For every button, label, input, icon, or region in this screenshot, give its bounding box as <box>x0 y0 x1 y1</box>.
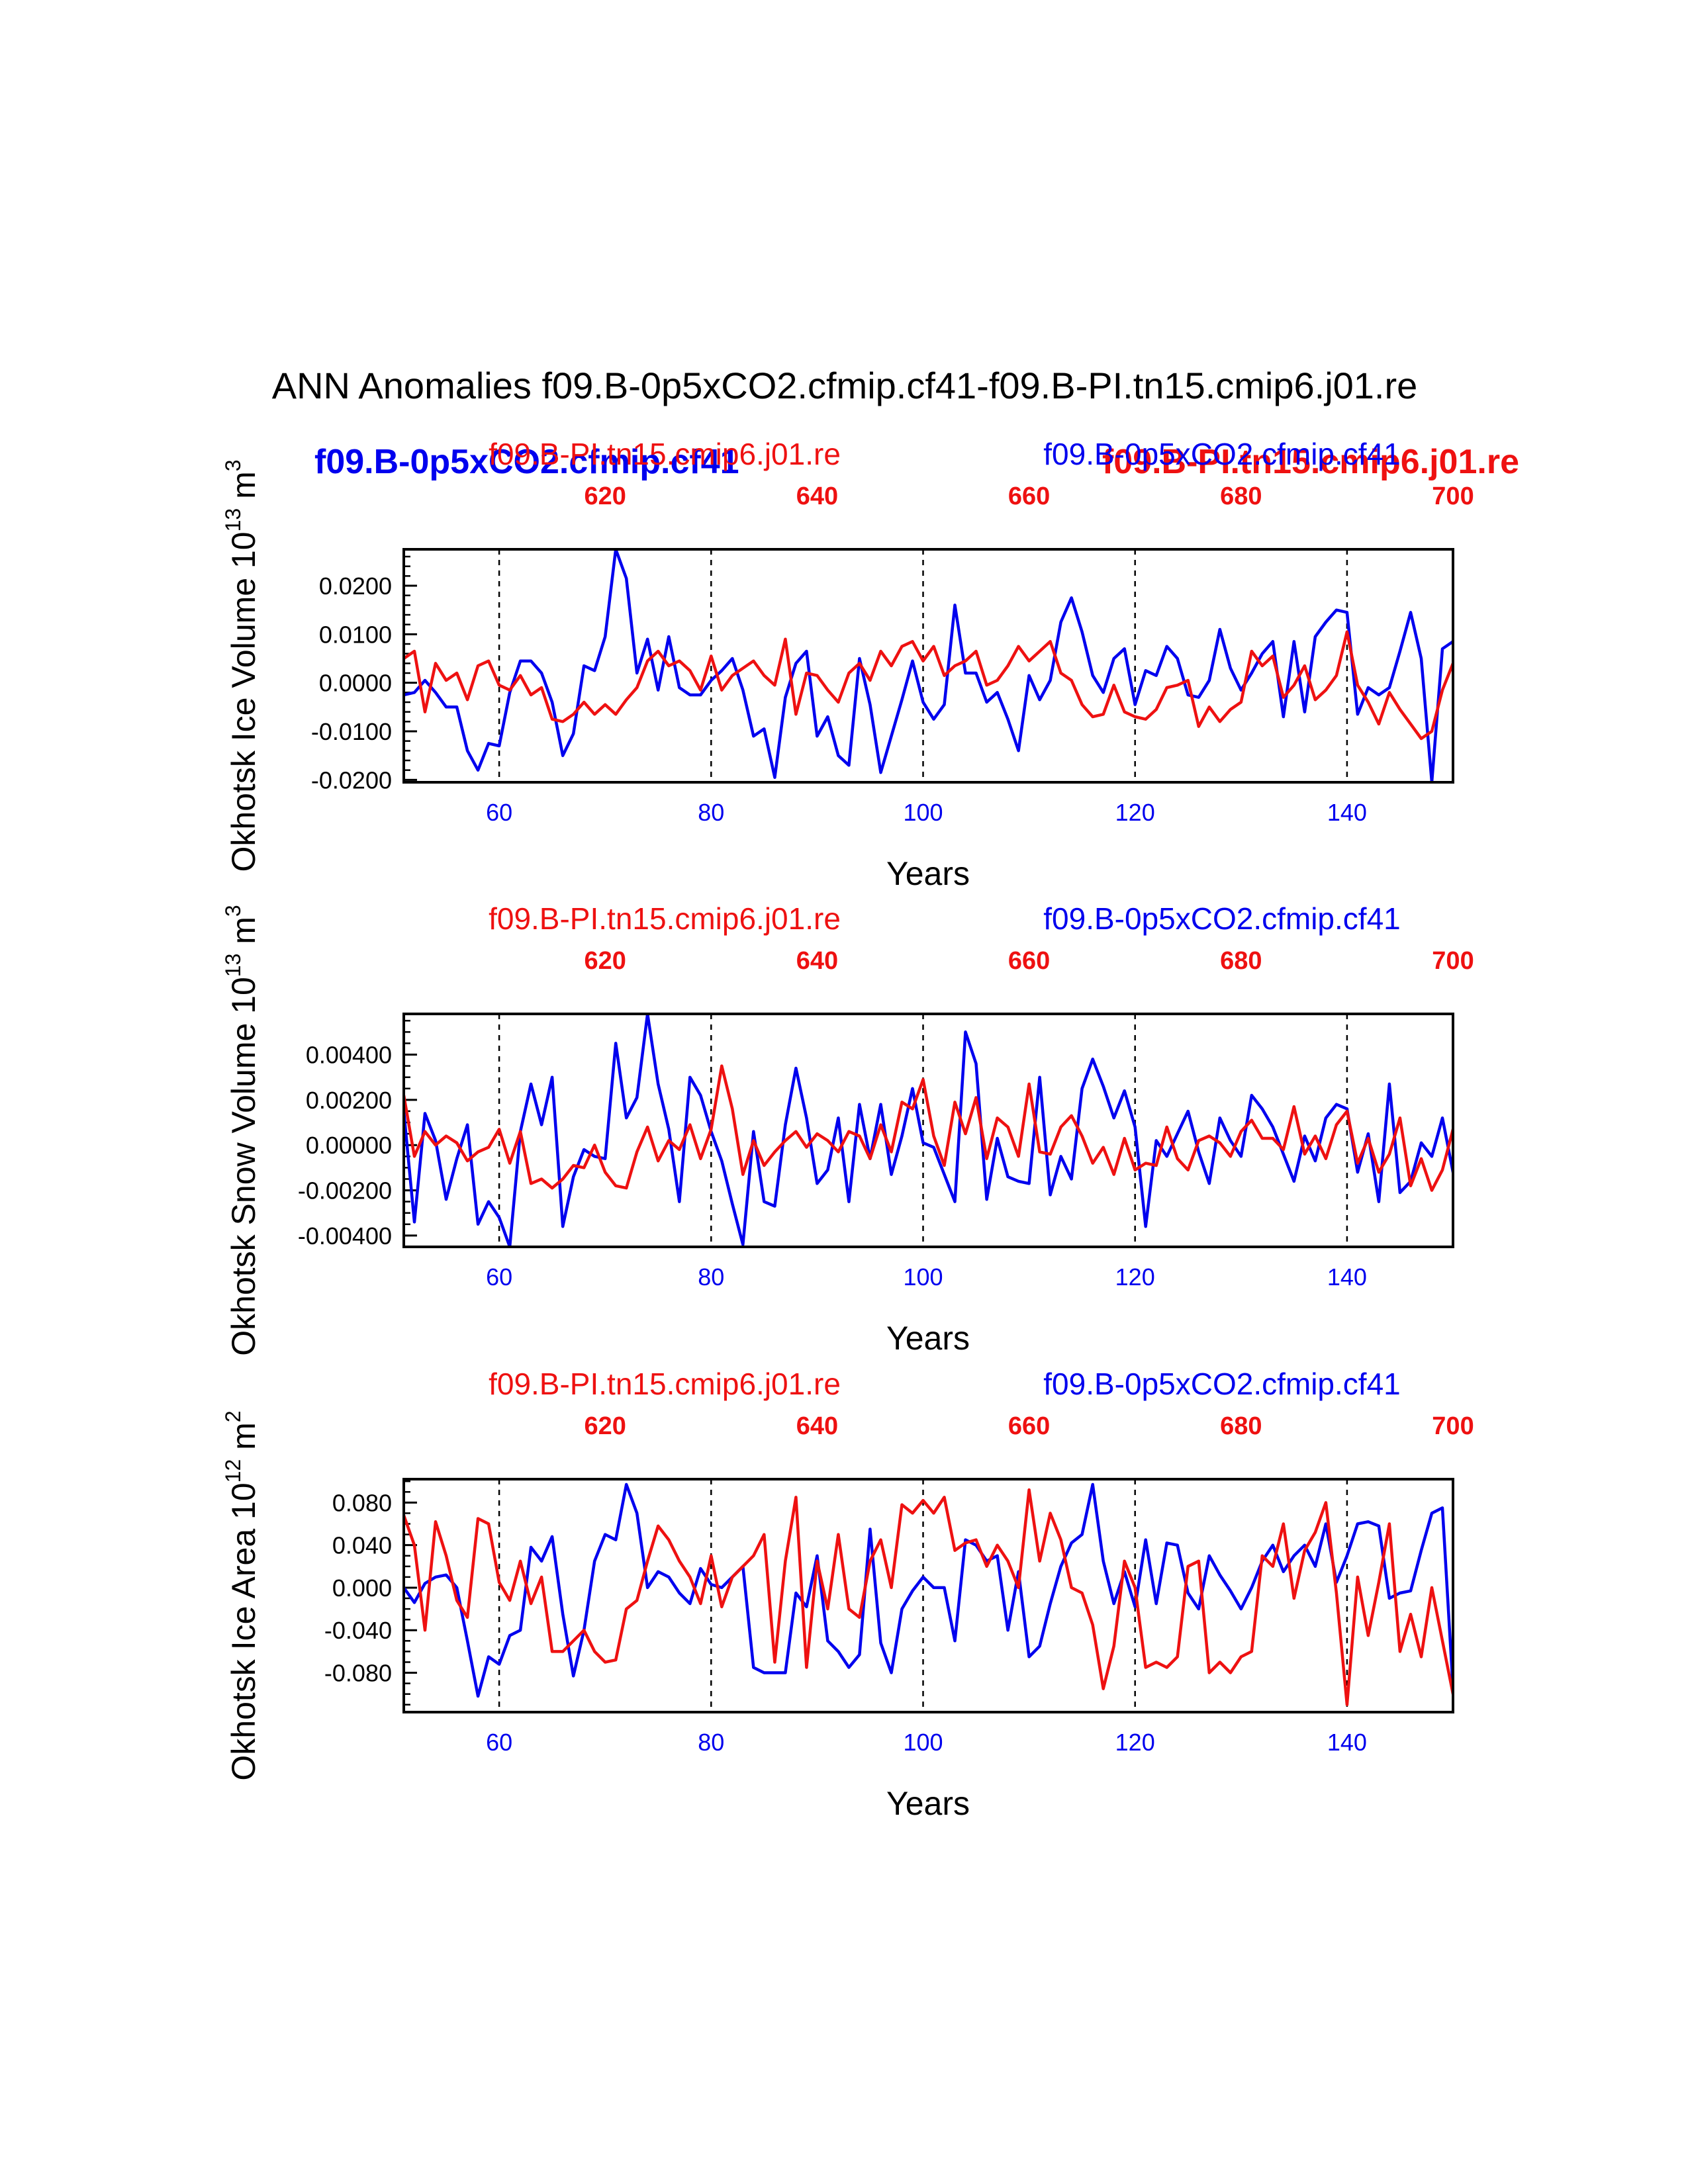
x-axis-label: Years <box>886 855 970 892</box>
y-axis-label: Okhotsk Snow Volume 1013 m3 <box>221 905 262 1355</box>
plot-frame <box>402 548 1454 784</box>
y-axis-label-text: Okhotsk Ice Area 10 <box>225 1482 262 1780</box>
x-tick-label-bottom: 120 <box>1115 799 1155 826</box>
x-tick-label-top: 680 <box>1220 947 1262 975</box>
plot-frame <box>402 1013 1454 1248</box>
y-axis-label-unit: m <box>225 917 262 954</box>
y-axis-label-unit: m <box>225 1422 262 1459</box>
y-axis-label-text: Okhotsk Snow Volume 10 <box>225 977 262 1356</box>
x-tick-label-top: 700 <box>1432 947 1474 975</box>
y-axis-label-unit-exponent: 3 <box>221 459 245 471</box>
y-tick-label: -0.0200 <box>311 766 392 794</box>
y-tick-label: -0.040 <box>324 1617 392 1644</box>
figure-title: ANN Anomalies f09.B-0p5xCO2.cfmip.cf41-f… <box>272 365 1418 406</box>
x-tick-label-bottom: 120 <box>1115 1729 1155 1756</box>
x-tick-label-top: 660 <box>1008 1412 1050 1440</box>
y-tick-label: 0.0200 <box>319 572 392 600</box>
x-tick-label-top: 700 <box>1432 1412 1474 1440</box>
y-axis-label-exponent: 13 <box>221 954 245 978</box>
series-line-red <box>404 1064 1453 1192</box>
x-tick-label-bottom: 60 <box>486 1729 512 1756</box>
x-axis-label: Years <box>886 1320 970 1357</box>
y-tick-label: 0.040 <box>332 1532 392 1559</box>
corner-label-right: f09.B-PI.tn15.cmip6.j01.re <box>1102 443 1519 481</box>
panel-2: 0.00400 0.00200 0.00000 -0.00200 -0.00400 60 8… <box>221 901 1474 1357</box>
panel-3: 0.080 0.040 0.000 -0.040 -0.080 60 80 100 120 140… <box>221 1367 1474 1822</box>
panels: 0.0200 0.0100 0.0000 -0.0100 -0.0200 60 80 100 1… <box>221 437 1474 1822</box>
panel-left-title: f09.B-PI.tn15.cmip6.j01.re <box>489 437 841 471</box>
y-axis-label-exponent: 12 <box>221 1459 245 1483</box>
x-tick-label-top: 640 <box>796 1412 838 1440</box>
y-tick-label: 0.00400 <box>306 1042 392 1069</box>
x-tick-label-top: 680 <box>1220 482 1262 510</box>
series-line-blue <box>404 1014 1453 1247</box>
x-axis-label: Years <box>886 1785 970 1822</box>
y-tick-label: 0.00000 <box>306 1132 392 1159</box>
panel-left-title: f09.B-PI.tn15.cmip6.j01.re <box>489 1367 841 1401</box>
panel-right-title: f09.B-0p5xCO2.cfmip.cf41 <box>1043 901 1400 936</box>
x-tick-label-bottom: 120 <box>1115 1263 1155 1291</box>
series-line-blue <box>404 549 1453 782</box>
y-tick-label: 0.0100 <box>319 621 392 648</box>
panel-right-title: f09.B-0p5xCO2.cfmip.cf41 <box>1043 1367 1400 1401</box>
y-axis-label-exponent: 13 <box>221 508 245 532</box>
x-tick-label-top: 660 <box>1008 482 1050 510</box>
x-tick-label-bottom: 80 <box>698 1729 724 1756</box>
x-tick-label-top: 700 <box>1432 482 1474 510</box>
x-tick-label-bottom: 140 <box>1327 799 1367 826</box>
x-tick-label-bottom: 80 <box>698 799 724 826</box>
y-tick-label: 0.00200 <box>306 1087 392 1114</box>
x-tick-label-top: 620 <box>584 947 626 975</box>
y-tick-label: 0.0000 <box>319 670 392 697</box>
x-tick-label-bottom: 100 <box>903 1729 943 1756</box>
x-tick-label-bottom: 140 <box>1327 1729 1367 1756</box>
y-axis-label: Okhotsk Ice Volume 1013 m3 <box>221 459 262 872</box>
x-tick-label-top: 620 <box>584 1412 626 1440</box>
y-tick-label: -0.00200 <box>298 1177 392 1205</box>
y-tick-label: 0.000 <box>332 1574 392 1602</box>
x-tick-label-top: 640 <box>796 947 838 975</box>
x-tick-label-top: 680 <box>1220 1412 1262 1440</box>
panel-1: 0.0200 0.0100 0.0000 -0.0100 -0.0200 60 80 100 1… <box>221 437 1474 892</box>
series-line-red <box>404 1488 1453 1706</box>
panel-left-title: f09.B-PI.tn15.cmip6.j01.re <box>489 901 841 936</box>
y-axis-label-text: Okhotsk Ice Volume 10 <box>225 531 262 872</box>
y-tick-label: -0.00400 <box>298 1222 392 1250</box>
x-tick-label-bottom: 60 <box>486 1263 512 1291</box>
x-tick-label-bottom: 100 <box>903 799 943 826</box>
x-tick-label-top: 620 <box>584 482 626 510</box>
y-tick-label: 0.080 <box>332 1489 392 1516</box>
plot-frame <box>402 1478 1454 1713</box>
corner-label-left: f09.B-0p5xCO2.cfmip.cf41 <box>314 443 739 481</box>
y-tick-label: -0.0100 <box>311 718 392 745</box>
series-line-blue <box>404 1482 1453 1698</box>
y-axis-label-unit: m <box>225 471 262 508</box>
y-axis-label-unit-exponent: 3 <box>221 905 245 917</box>
y-axis-label-unit-exponent: 2 <box>221 1410 245 1422</box>
x-tick-label-bottom: 100 <box>903 1263 943 1291</box>
x-tick-label-top: 660 <box>1008 947 1050 975</box>
x-tick-label-bottom: 60 <box>486 799 512 826</box>
series-line-red <box>404 630 1453 741</box>
x-tick-label-bottom: 80 <box>698 1263 724 1291</box>
y-axis-label: Okhotsk Ice Area 1012 m2 <box>221 1410 262 1780</box>
x-tick-label-top: 640 <box>796 482 838 510</box>
x-tick-label-bottom: 140 <box>1327 1263 1367 1291</box>
panel-right-title: f09.B-0p5xCO2.cfmip.cf41 <box>1043 437 1400 471</box>
y-tick-label: -0.080 <box>324 1660 392 1687</box>
